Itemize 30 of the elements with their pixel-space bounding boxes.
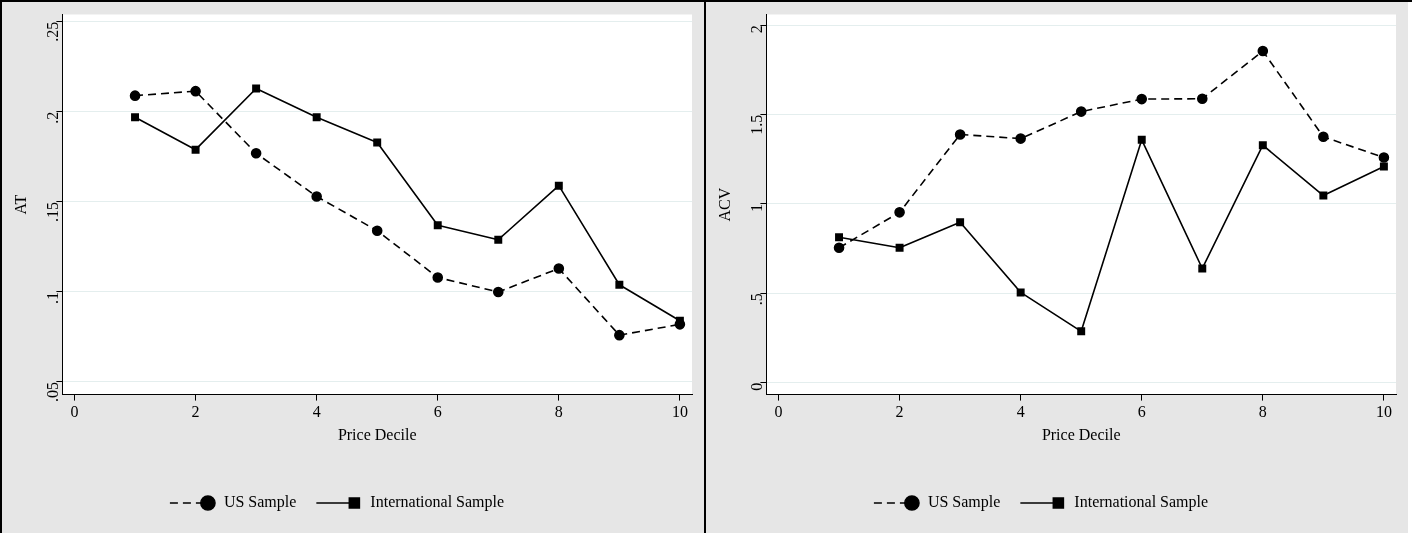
x-tick-label: 2 — [191, 403, 200, 421]
legend-label: International Sample — [370, 493, 505, 512]
x-tick-label: 6 — [433, 403, 442, 421]
y-tick-label: 1 — [747, 203, 765, 212]
x-tick-label: 4 — [312, 403, 321, 421]
y-tick-label: .1 — [43, 291, 61, 304]
x-tick-label: 8 — [554, 403, 563, 421]
y-tick-label: 1.5 — [747, 114, 765, 135]
x-tick-label: 0 — [774, 403, 783, 421]
x-axis-title: Price Decile — [1041, 425, 1121, 443]
y-tick-label: .5 — [747, 293, 765, 306]
x-tick-label: 6 — [1137, 403, 1146, 421]
legend-label: US Sample — [223, 493, 297, 512]
y-tick-label: .05 — [43, 381, 61, 402]
legend-label: US Sample — [927, 493, 1001, 512]
y-tick-label: 0 — [747, 382, 765, 391]
x-axis-title: Price Decile — [337, 425, 417, 443]
x-tick-label: 10 — [671, 403, 688, 421]
y-tick-label: 2 — [747, 25, 765, 34]
x-tick-label: 8 — [1258, 403, 1267, 421]
legend-label: International Sample — [1074, 493, 1209, 512]
y-tick-label: .25 — [43, 21, 61, 42]
y-axis-title: ACV — [715, 187, 733, 222]
y-axis-title: AT — [11, 194, 29, 215]
x-tick-label: 10 — [1375, 403, 1392, 421]
x-tick-label: 4 — [1016, 403, 1025, 421]
x-tick-label: 0 — [70, 403, 79, 421]
y-tick-label: .2 — [43, 111, 61, 124]
y-tick-label: .15 — [43, 201, 61, 222]
x-tick-label: 2 — [895, 403, 904, 421]
